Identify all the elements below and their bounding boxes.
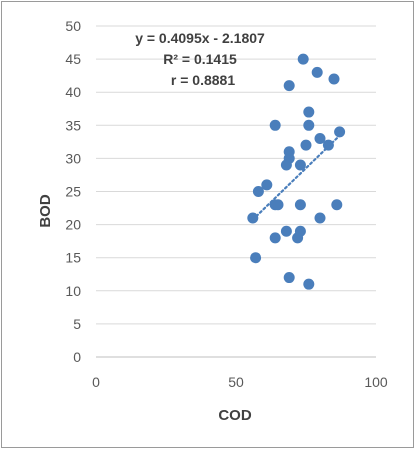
- x-axis-tick-labels: 0 50 100: [92, 374, 388, 390]
- y-tick-label: 0: [73, 349, 81, 365]
- data-point: [303, 278, 315, 290]
- data-point: [294, 199, 306, 211]
- y-axis-tick-labels: 0 5 10 15 20 25 30 35 40 45 50: [65, 18, 81, 365]
- data-point: [328, 73, 340, 85]
- data-point: [261, 179, 273, 191]
- data-point: [331, 199, 343, 211]
- data-point: [314, 212, 326, 224]
- x-axis-title: COD: [218, 407, 252, 424]
- gridlines: [96, 25, 376, 325]
- y-tick-label: 40: [65, 84, 81, 100]
- y-tick-label: 45: [65, 51, 81, 67]
- data-point: [250, 252, 262, 264]
- data-point: [272, 199, 284, 211]
- y-tick-label: 35: [65, 117, 81, 133]
- data-point: [294, 159, 306, 171]
- data-point: [280, 225, 292, 237]
- x-tick-label: 100: [364, 374, 388, 390]
- data-points: [247, 53, 346, 290]
- data-point: [314, 133, 326, 145]
- y-tick-label: 15: [65, 250, 81, 266]
- data-point: [322, 139, 334, 151]
- data-point: [247, 212, 259, 224]
- data-point: [303, 119, 315, 131]
- data-point: [283, 80, 295, 92]
- trendline-equation: y = 0.4095x - 2.1807: [135, 30, 265, 46]
- y-tick-label: 50: [65, 18, 81, 34]
- data-point: [269, 232, 281, 244]
- x-tick-label: 50: [228, 374, 244, 390]
- y-tick-label: 5: [73, 316, 81, 332]
- data-point: [252, 186, 264, 197]
- data-point: [334, 126, 346, 138]
- trendline: [251, 134, 341, 221]
- data-point: [297, 53, 309, 65]
- data-point: [280, 159, 292, 171]
- r-label: r = 0.8881: [171, 72, 235, 88]
- r-squared-label: R² = 0.1415: [163, 51, 237, 67]
- y-tick-label: 10: [65, 283, 81, 299]
- data-point: [292, 232, 304, 244]
- data-point: [311, 66, 323, 78]
- y-axis-title: BOD: [37, 194, 54, 228]
- data-point: [300, 139, 312, 151]
- x-tick-label: 0: [92, 374, 100, 390]
- data-point: [269, 119, 281, 131]
- y-tick-label: 25: [65, 184, 81, 200]
- y-tick-label: 20: [65, 217, 81, 233]
- data-point: [283, 272, 295, 284]
- data-point: [303, 106, 315, 118]
- y-tick-label: 30: [65, 150, 81, 166]
